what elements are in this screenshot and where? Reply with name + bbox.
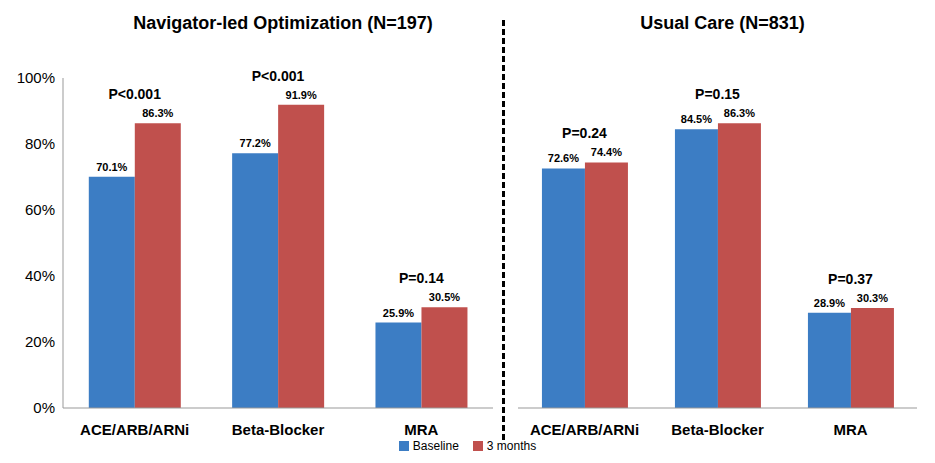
svg-text:MRA: MRA: [404, 421, 438, 438]
svg-text:86.3%: 86.3%: [724, 107, 755, 119]
svg-text:P=0.24: P=0.24: [562, 125, 607, 141]
html-text:Baseline: Baseline: [412, 439, 459, 453]
svg-text:MRA: MRA: [833, 421, 867, 438]
svg-text:P=0.15: P=0.15: [695, 86, 740, 102]
svg-text:30.3%: 30.3%: [857, 292, 888, 304]
svg-text:Beta-Blocker: Beta-Blocker: [671, 421, 764, 438]
svg-text:0%: 0%: [33, 399, 55, 416]
svg-text:86.3%: 86.3%: [142, 107, 173, 119]
html-text:3 months: 3 months: [486, 439, 537, 453]
svg-text:P=0.37: P=0.37: [828, 271, 873, 287]
svg-text:77.2%: 77.2%: [240, 137, 271, 149]
svg-text:25.9%: 25.9%: [383, 307, 414, 319]
svg-text:Beta-Blocker: Beta-Blocker: [232, 421, 325, 438]
svg-text:30.5%: 30.5%: [429, 291, 460, 303]
svg-text:P=0.14: P=0.14: [399, 270, 444, 286]
svg-text:P<0.001: P<0.001: [252, 68, 305, 84]
svg-text:20%: 20%: [25, 333, 55, 350]
svg-text:91.9%: 91.9%: [286, 89, 317, 101]
svg-text:84.5%: 84.5%: [681, 113, 712, 125]
svg-text:28.9%: 28.9%: [814, 297, 845, 309]
svg-text:80%: 80%: [25, 135, 55, 152]
svg-text:70.1%: 70.1%: [96, 161, 127, 173]
html-text:Navigator-led Optimization (N=: Navigator-led Optimization (N=197): [133, 13, 433, 33]
html-text:Usual Care (N=831): Usual Care (N=831): [640, 13, 805, 33]
svg-text:P<0.001: P<0.001: [108, 86, 161, 102]
svg-text:72.6%: 72.6%: [548, 152, 579, 164]
svg-text:ACE/ARB/ARNi: ACE/ARB/ARNi: [530, 421, 639, 438]
svg-text:40%: 40%: [25, 267, 55, 284]
svg-text:74.4%: 74.4%: [591, 146, 622, 158]
svg-text:ACE/ARB/ARNi: ACE/ARB/ARNi: [80, 421, 189, 438]
svg-text:100%: 100%: [17, 69, 55, 86]
svg-text:60%: 60%: [25, 201, 55, 218]
